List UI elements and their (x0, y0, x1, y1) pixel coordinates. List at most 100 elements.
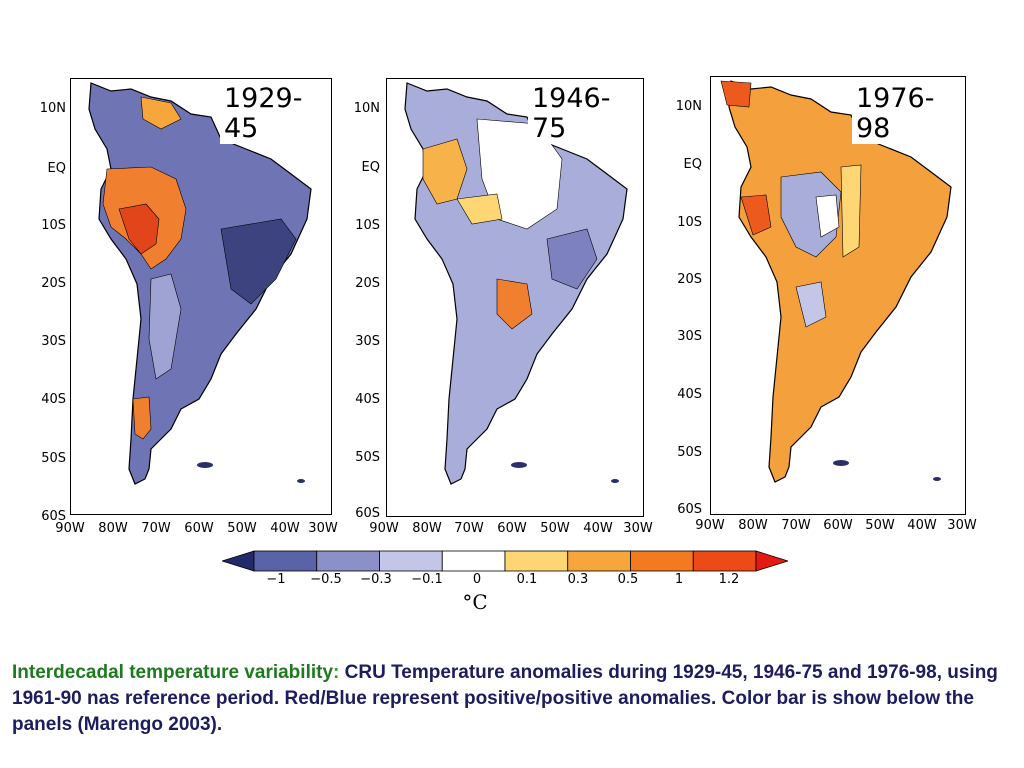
anomaly-region-warm-center (496, 278, 533, 330)
colorbar-segment (692, 550, 757, 572)
colorbar-segment (567, 550, 631, 572)
colorbar-unit-label: °C (462, 590, 488, 614)
anomaly-region-orange-north (140, 96, 182, 130)
island (611, 479, 619, 483)
lat-label: 10S (677, 215, 702, 230)
lon-label: 80W (98, 521, 128, 536)
lat-label: 60S (41, 509, 66, 524)
lon-label: 30W (623, 521, 653, 536)
lon-label: 70W (141, 521, 171, 536)
lon-label: 30W (308, 521, 338, 536)
panel-title: 1946-75 (528, 84, 615, 144)
lon-label: 50W (865, 518, 895, 533)
anomaly-region-hot (118, 203, 160, 255)
colorbar-segment (504, 550, 569, 572)
lat-label: 60S (355, 506, 380, 521)
anomaly-region-cool (546, 228, 598, 290)
colorbar-tick-label: −0.5 (310, 572, 342, 587)
lon-label: 60W (497, 521, 527, 536)
colorbar-segment (379, 550, 443, 572)
colorbar-tick-label: −0.3 (360, 572, 392, 587)
colorbar-tick-label: 0.1 (516, 572, 538, 587)
lat-label: 10S (355, 218, 380, 233)
lat-label: 40S (355, 392, 380, 407)
lat-label: 60S (677, 502, 702, 517)
lat-label: 30S (355, 334, 380, 349)
lat-label: EQ (47, 161, 66, 176)
colorbar-tick-label: 1.2 (718, 572, 740, 587)
lon-label: 90W (369, 521, 399, 536)
anomaly-region-warm-south (132, 396, 152, 440)
anomaly-region-cool (780, 171, 842, 258)
colorbar-segment (316, 550, 380, 572)
island (511, 462, 527, 468)
colorbar-arrow-low (222, 550, 255, 572)
anomaly-region-hot-north (720, 80, 752, 108)
colorbar-segment (441, 550, 506, 572)
lat-label: 50S (355, 450, 380, 465)
map-graphic (404, 82, 628, 485)
colorbar-segment (630, 550, 694, 572)
lat-label: EQ (361, 160, 380, 175)
colorbar-tick-label: −1 (266, 572, 286, 587)
map-frame (386, 78, 644, 517)
colorbar-arrow-high (755, 550, 788, 572)
lat-label: 20S (41, 276, 66, 291)
anomaly-region-neutral (815, 194, 840, 238)
lon-label: 40W (583, 521, 613, 536)
colorbar (222, 550, 788, 572)
anomaly-region-cool-south (795, 281, 827, 328)
caption-body: CRU Temperature anomalies during 1929-45… (12, 662, 998, 735)
lat-label: 50S (41, 451, 66, 466)
lat-label: 10N (353, 101, 380, 116)
colorbar-tick-label: −0.1 (411, 572, 443, 587)
lat-label: EQ (683, 157, 702, 172)
island (197, 462, 213, 468)
colorbar-tick-label: 1 (674, 572, 684, 587)
lon-label: 50W (227, 521, 257, 536)
lat-label: 10S (41, 218, 66, 233)
anomaly-region-light-warm (456, 193, 503, 225)
map-frame (70, 78, 332, 515)
lat-label: 50S (677, 445, 702, 460)
lon-label: 40W (270, 521, 300, 536)
lat-label: 20S (677, 272, 702, 287)
lat-label: 20S (355, 276, 380, 291)
map-graphic (88, 82, 312, 485)
island (833, 460, 849, 466)
figure-caption: Interdecadal temperature variability: CR… (12, 660, 1012, 738)
lon-label: 60W (823, 518, 853, 533)
caption-colon: : (333, 662, 340, 683)
colorbar-tick-label: 0 (472, 572, 482, 587)
lat-label: 40S (41, 392, 66, 407)
colorbar-tick-label: 0.5 (617, 572, 639, 587)
colorbar-tick-label: 0.3 (567, 572, 589, 587)
lon-label: 80W (412, 521, 442, 536)
colorbar-segment (253, 550, 318, 572)
lat-label: 10N (675, 99, 702, 114)
lat-label: 30S (677, 329, 702, 344)
lon-label: 40W (907, 518, 937, 533)
lon-label: 80W (738, 518, 768, 533)
lon-label: 50W (540, 521, 570, 536)
lon-label: 90W (55, 521, 85, 536)
lon-label: 70W (454, 521, 484, 536)
panel-title: 1976-98 (852, 84, 939, 144)
lat-label: 10N (39, 101, 66, 116)
island (933, 477, 941, 481)
lat-label: 40S (677, 387, 702, 402)
anomaly-region-light (148, 273, 182, 380)
anomaly-region-cool (220, 218, 297, 305)
lon-label: 60W (184, 521, 214, 536)
lon-label: 90W (695, 518, 725, 533)
caption-lead: Interdecadal temperature variability (12, 662, 334, 683)
panel-title: 1929-45 (220, 84, 307, 144)
lon-label: 30W (947, 518, 977, 533)
map-graphic (720, 80, 952, 483)
island (297, 479, 305, 483)
anomaly-region-hot (740, 194, 772, 236)
lat-label: 30S (41, 334, 66, 349)
map-frame (710, 76, 966, 515)
lon-label: 70W (781, 518, 811, 533)
anomaly-region-light-warm (840, 164, 862, 258)
